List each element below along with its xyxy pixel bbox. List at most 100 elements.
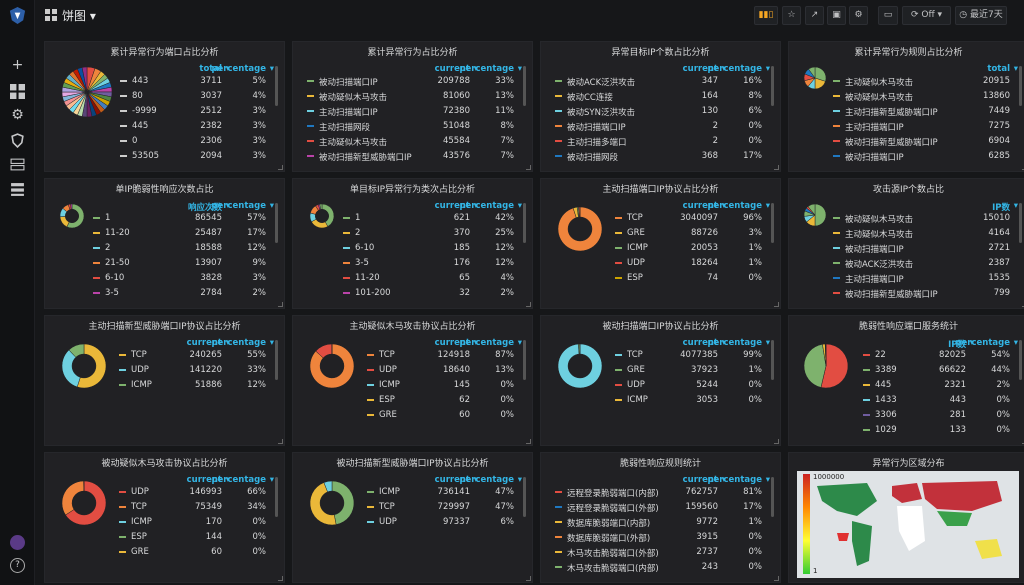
legend-row[interactable]: GRE 60 0% <box>119 545 274 560</box>
pie-chart[interactable] <box>61 343 107 389</box>
series-color-swatch[interactable] <box>343 247 350 249</box>
pie-slice[interactable] <box>331 480 355 525</box>
sort-caret-icon[interactable]: ▾ <box>225 475 230 485</box>
sort-caret-icon[interactable]: ▾ <box>225 64 230 74</box>
legend-row[interactable]: 6-10 185 12% <box>343 241 522 256</box>
legend-scrollbar[interactable] <box>523 477 526 517</box>
sort-caret-icon[interactable]: ▾ <box>721 475 726 485</box>
column-header-percentage[interactable]: percentage <box>707 201 762 211</box>
sort-caret-icon[interactable]: ▾ <box>765 201 770 211</box>
legend-row[interactable]: 远程登录脆弱端口(外部) 159560 17% <box>555 500 770 515</box>
panel-title[interactable]: 脆弱性响应规则统计 <box>619 459 701 469</box>
series-color-swatch[interactable] <box>307 140 314 142</box>
legend-row[interactable]: 3-5 176 12% <box>343 256 522 271</box>
series-color-swatch[interactable] <box>307 110 314 112</box>
series-color-swatch[interactable] <box>307 80 314 82</box>
series-color-swatch[interactable] <box>343 292 350 294</box>
legend-row[interactable]: UDP 146993 66% <box>119 485 274 500</box>
sort-caret-icon[interactable]: ▾ <box>1013 201 1018 211</box>
legend-row[interactable]: 被动扫描端口IP 209788 33% <box>307 74 522 89</box>
series-color-swatch[interactable] <box>833 80 840 82</box>
pie-slice[interactable] <box>820 343 849 389</box>
sort-caret-icon[interactable]: ▾ <box>721 201 726 211</box>
column-header-value[interactable]: current <box>682 475 718 485</box>
legend-row[interactable]: GRE 37923 1% <box>615 363 770 378</box>
series-color-swatch[interactable] <box>367 354 374 356</box>
series-color-swatch[interactable] <box>93 217 100 219</box>
series-color-swatch[interactable] <box>120 110 127 112</box>
panel[interactable]: 脆弱性响应规则统计 current ▾ percentage ▾ 远程登录脆弱端口(内部)… <box>540 452 781 583</box>
panel-title[interactable]: 累计异常行为占比分析 <box>367 48 458 58</box>
legend-row[interactable]: 21-50 13907 9% <box>93 256 274 271</box>
sort-caret-icon[interactable]: ▾ <box>1013 338 1018 348</box>
sort-caret-icon[interactable]: ▾ <box>969 338 974 348</box>
series-color-swatch[interactable] <box>93 292 100 294</box>
column-header-value[interactable]: total <box>987 64 1010 74</box>
legend-row[interactable]: 主动疑似木马攻击 4164 <box>833 226 1018 241</box>
legend-row[interactable]: UDP 18264 1% <box>615 256 770 271</box>
pie-slice[interactable] <box>319 203 323 210</box>
series-color-swatch[interactable] <box>833 247 840 249</box>
pie-chart[interactable] <box>59 203 85 229</box>
series-color-swatch[interactable] <box>120 95 127 97</box>
column-header-percentage[interactable]: percentage <box>211 338 266 348</box>
pie-chart[interactable] <box>803 343 849 389</box>
column-header-value[interactable]: current <box>682 64 718 74</box>
legend-row[interactable]: 木马攻击脆弱端口(外部) 2737 0% <box>555 545 770 560</box>
series-color-swatch[interactable] <box>343 232 350 234</box>
legend-row[interactable]: 1433 443 0% <box>863 393 1018 408</box>
legend-row[interactable]: ICMP 170 0% <box>119 515 274 530</box>
panel-resize-handle[interactable] <box>278 439 283 444</box>
pie-chart[interactable] <box>803 203 827 227</box>
legend-row[interactable]: 1029 133 0% <box>863 423 1018 438</box>
series-color-swatch[interactable] <box>119 369 126 371</box>
pie-chart[interactable] <box>557 343 603 389</box>
panel-resize-handle[interactable] <box>526 576 531 581</box>
legend-scrollbar[interactable] <box>1019 203 1022 243</box>
pie-slice[interactable] <box>68 343 85 358</box>
panel-title[interactable]: 被动疑似木马攻击协议占比分析 <box>101 459 228 469</box>
pie-chart[interactable] <box>61 66 113 118</box>
tv-mode-button[interactable]: ▭ <box>878 6 898 25</box>
legend-row[interactable]: 主动疑似木马攻击 45584 7% <box>307 134 522 149</box>
panel-title[interactable]: 主动扫描新型威胁端口IP协议占比分析 <box>88 322 241 332</box>
panel[interactable]: 累计异常行为占比分析 current ▾ percentage ▾ 被动扫描端口IP 209… <box>292 41 533 172</box>
series-color-swatch[interactable] <box>343 262 350 264</box>
panel[interactable]: 被动扫描新型威胁端口IP协议占比分析 current ▾ percentage ▾ ICM… <box>292 452 533 583</box>
pie-slice[interactable] <box>557 206 603 252</box>
series-color-swatch[interactable] <box>93 262 100 264</box>
sort-caret-icon[interactable]: ▾ <box>517 64 522 74</box>
column-header-percentage[interactable]: percentage <box>211 64 266 74</box>
series-color-swatch[interactable] <box>307 95 314 97</box>
pie-chart[interactable] <box>309 343 355 389</box>
panel-title[interactable]: 累计异常行为规则占比分析 <box>854 48 963 58</box>
panel[interactable]: 累计异常行为端口占比分析 total ▾ percentage ▾ 443 3711 5% 80… <box>44 41 285 172</box>
pie-slice[interactable] <box>70 203 73 210</box>
series-color-swatch[interactable] <box>119 506 126 508</box>
sort-caret-icon[interactable]: ▾ <box>473 338 478 348</box>
panel-title[interactable]: 被动扫描新型威胁端口IP协议占比分析 <box>336 459 489 469</box>
panel[interactable]: 攻击源IP个数占比IP数▾pe被动疑似木马攻击15010主动疑似木马攻击4164… <box>788 178 1024 309</box>
column-header-value[interactable]: current <box>434 338 470 348</box>
legend-row[interactable]: 被动扫描端口IP 2721 <box>833 241 1018 256</box>
pie-slice[interactable] <box>61 480 85 516</box>
column-header-percentage[interactable]: percentage <box>707 64 762 74</box>
grafana-logo-icon[interactable] <box>8 6 27 25</box>
series-color-swatch[interactable] <box>555 155 562 157</box>
column-header-value[interactable]: 响应次数 <box>187 203 222 213</box>
sort-caret-icon[interactable]: ▾ <box>269 64 274 74</box>
help-icon[interactable]: ? <box>10 558 25 573</box>
series-color-swatch[interactable] <box>833 292 840 294</box>
panel-resize-handle[interactable] <box>1022 165 1024 170</box>
legend-row[interactable]: 主动扫描端口IP 1535 <box>833 271 1018 286</box>
legend-row[interactable]: 数据库脆弱端口(内部) 9772 1% <box>555 515 770 530</box>
series-color-swatch[interactable] <box>833 95 840 97</box>
legend-row[interactable]: UDP 97337 6% <box>367 515 522 530</box>
pie-slice[interactable] <box>81 66 88 93</box>
pie-chart[interactable] <box>309 480 355 526</box>
series-color-swatch[interactable] <box>615 384 622 386</box>
series-color-swatch[interactable] <box>833 277 840 279</box>
sort-caret-icon[interactable]: ▾ <box>517 338 522 348</box>
panel[interactable]: 异常目标IP个数占比分析 current ▾ percentage ▾ 被动ACK泛洪攻击… <box>540 41 781 172</box>
series-color-swatch[interactable] <box>120 125 127 127</box>
